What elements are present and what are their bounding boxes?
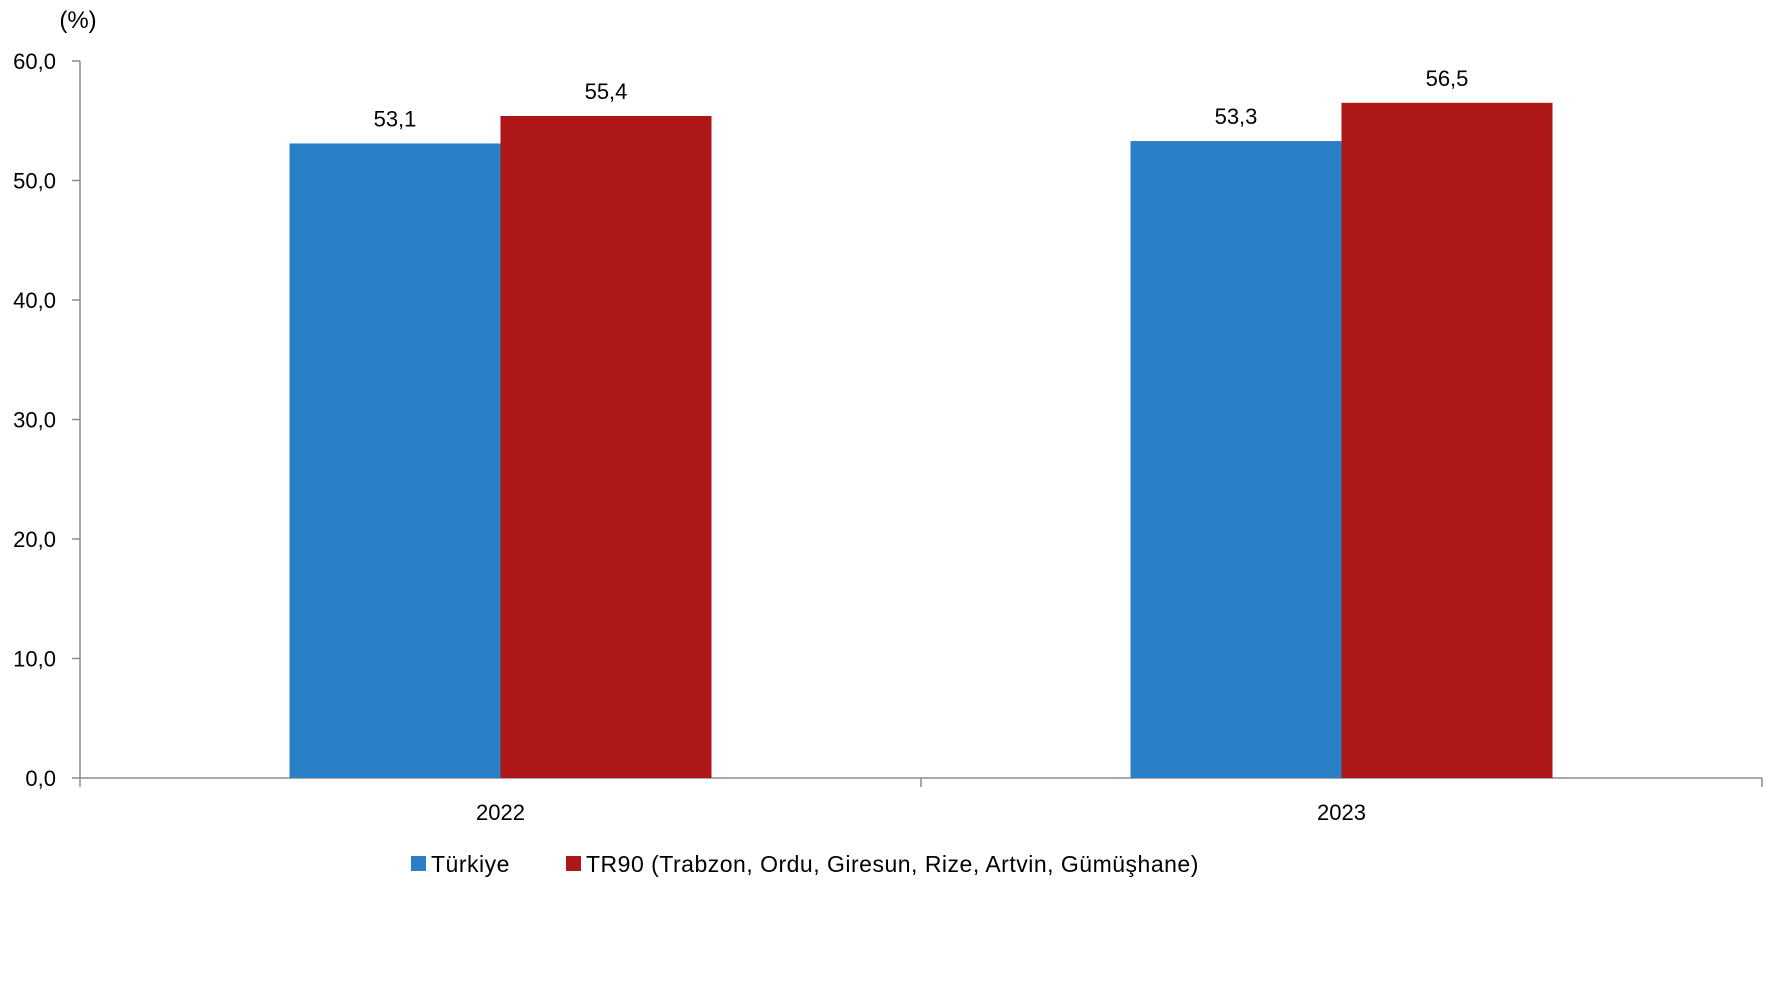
legend-swatch-turkiye xyxy=(411,856,426,871)
y-tick-label: 60,0 xyxy=(13,49,56,74)
bar-value-label: 53,1 xyxy=(374,106,417,131)
bar-turkiye-2023 xyxy=(1130,141,1342,778)
y-tick-label: 30,0 xyxy=(13,408,56,433)
bar-tr90-2022 xyxy=(500,115,712,779)
y-tick-label: 40,0 xyxy=(13,288,56,313)
legend-label-turkiye: Türkiye xyxy=(431,851,510,877)
bars xyxy=(289,102,1553,779)
legend-label-tr90: TR90 (Trabzon, Ordu, Giresun, Rize, Artv… xyxy=(586,851,1199,877)
legend: Türkiye TR90 (Trabzon, Ordu, Giresun, Riz… xyxy=(411,851,1199,877)
data-labels: 53,1 55,4 53,3 56,5 xyxy=(374,66,1469,132)
y-tick-label: 0,0 xyxy=(25,766,56,791)
y-tick-label: 50,0 xyxy=(13,169,56,194)
bar-value-label: 56,5 xyxy=(1426,66,1469,91)
x-tick-label: 2023 xyxy=(1317,800,1366,825)
x-tick-label: 2022 xyxy=(476,800,525,825)
bar-turkiye-2022 xyxy=(289,143,501,778)
y-tick-label: 10,0 xyxy=(13,647,56,672)
bar-value-label: 55,4 xyxy=(585,79,628,104)
bar-value-label: 53,3 xyxy=(1215,104,1258,129)
y-tick-label: 20,0 xyxy=(13,527,56,552)
bar-tr90-2023 xyxy=(1341,102,1553,778)
y-axis-unit-label: (%) xyxy=(59,7,96,34)
legend-swatch-tr90 xyxy=(566,856,581,871)
